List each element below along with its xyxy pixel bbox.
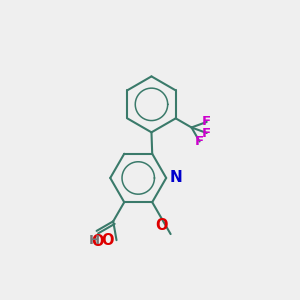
Text: O: O xyxy=(102,233,114,248)
Text: O: O xyxy=(91,234,104,249)
Text: N: N xyxy=(170,170,182,185)
Text: H: H xyxy=(89,234,100,247)
Text: F: F xyxy=(202,127,211,140)
Text: O: O xyxy=(155,218,168,233)
Text: F: F xyxy=(202,116,211,128)
Text: F: F xyxy=(195,135,204,148)
